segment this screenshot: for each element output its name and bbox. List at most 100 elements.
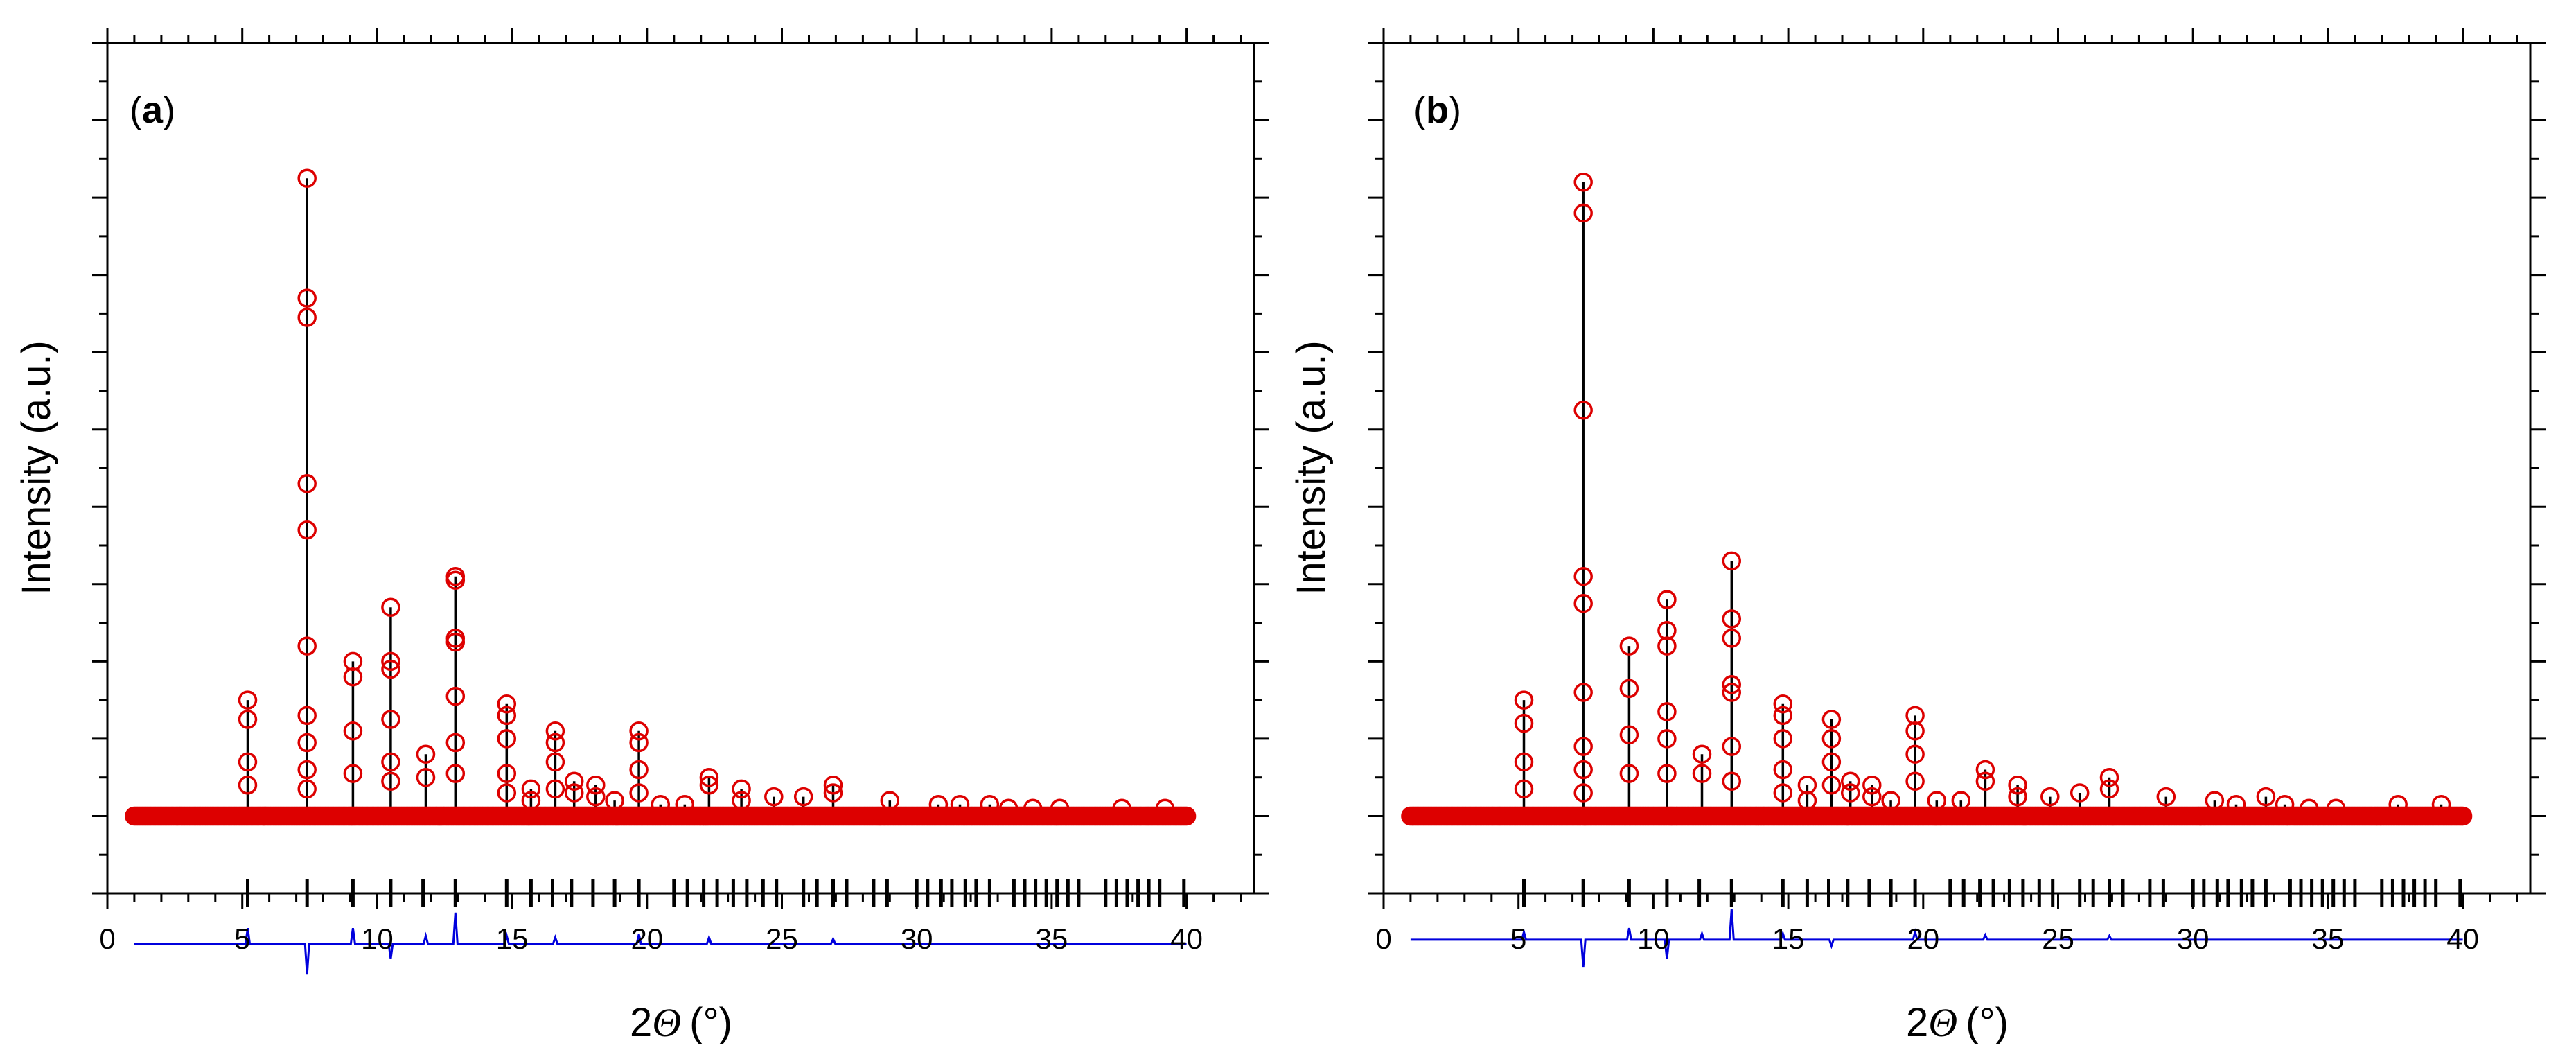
panel-a-observed-point	[297, 308, 317, 327]
panel-b-observed-point	[1514, 752, 1534, 772]
panel-b-observed-point	[1881, 791, 1900, 810]
panel-a-observed-point	[732, 779, 751, 799]
panel-a-observed-point	[297, 779, 317, 799]
panel-a-observed-point	[1155, 798, 1175, 819]
panel-b-observed-point	[1797, 791, 1817, 810]
panel-a-observed-point	[343, 721, 363, 741]
panel-a-observed-point	[445, 733, 466, 753]
panel-b-observed-point	[1573, 566, 1593, 586]
panel-a-y-axis-label: Intensity (a.u.)	[14, 340, 59, 595]
panel-a-observed-point	[629, 721, 649, 741]
panel-a-observed-point	[564, 771, 584, 791]
panel-b-observed-point	[2040, 787, 2060, 807]
panel-a-observed-point	[545, 733, 565, 753]
panel-b-observed-point	[1951, 791, 1971, 810]
panel-a-observed-point	[297, 288, 317, 308]
panel-a-observed-point	[238, 776, 258, 795]
panel-a-observed-point	[629, 783, 649, 803]
panel-a-difference-curve	[134, 912, 1187, 975]
panel-b-observed-point	[2256, 787, 2276, 807]
panel-b-observed-point	[2275, 794, 2295, 814]
panel-a-observed-point	[980, 794, 1000, 814]
panel-b-x-tick-label: 15	[1772, 922, 1805, 955]
panel-a-observed-point	[381, 659, 400, 679]
panel-a-observed-point	[381, 651, 400, 672]
panel-b-observed-point	[1619, 764, 1639, 783]
panel-a: 0 5 10 15 20 25 30 35 40 (a) Intensity (a.u.) 2Θ…	[14, 28, 1269, 1045]
panel-b-observed-point	[1840, 771, 1860, 791]
panel-a-axes-layer: 0 5 10 15 20 25 30 35 40	[92, 28, 1269, 955]
panel-b-observed-point	[2326, 798, 2346, 819]
panel-a-observed-point	[545, 721, 565, 741]
panel-a-observed-point	[445, 764, 466, 783]
panel-b-plot-layer	[1401, 173, 2473, 968]
panel-a-observed-point	[699, 767, 719, 787]
panel-a-x-tick-label: 20	[630, 922, 663, 955]
panel-a-x-axis-label: 2Θ (°)	[630, 1000, 732, 1045]
panel-a-observed-point	[238, 752, 258, 772]
panel-b-observed-point	[1905, 744, 1925, 764]
panel-b-observed-point	[1905, 721, 1925, 741]
panel-a-x-tick-label: 10	[361, 922, 394, 955]
panel-b-observed-point	[1773, 694, 1793, 714]
panel-a-observed-point	[297, 520, 317, 540]
panel-a-x-tick-label: 0	[99, 922, 115, 955]
panel-b-observed-point	[1722, 675, 1742, 694]
panel-a-observed-point	[732, 791, 751, 810]
panel-b-observed-point	[1573, 683, 1593, 702]
panel-b-x-tick-label: 30	[2177, 922, 2209, 955]
panel-a-observed-point	[297, 760, 317, 780]
panel-a-observed-point	[793, 787, 813, 807]
panel-a-observed-point	[605, 791, 624, 810]
panel-a-observed-point	[545, 779, 565, 799]
panel-a-observed-point	[297, 733, 317, 753]
panel-a-observed-point	[343, 764, 363, 783]
panel-b-observed-point	[1573, 173, 1593, 192]
panel-b-x-tick-label: 25	[2042, 922, 2074, 955]
panel-a-observed-point	[1023, 798, 1043, 819]
panel-a-observed-point	[297, 168, 317, 188]
panel-b-observed-point	[1773, 760, 1793, 780]
panel-b-observed-point	[2008, 776, 2027, 795]
panel-a-observed-point	[381, 597, 400, 618]
panel-b-observed-point	[1773, 729, 1793, 749]
panel-b-observed-point	[2226, 794, 2246, 814]
panel-a-observed-point	[823, 783, 843, 803]
panel-b-x-tick-label: 10	[1637, 922, 1670, 955]
panel-b-observed-point	[1573, 593, 1593, 613]
panel-a-observed-point	[823, 776, 843, 795]
panel-b-observed-point	[1573, 401, 1593, 420]
panel-b-observed-point	[1821, 752, 1842, 772]
panel-a-observed-point	[564, 783, 584, 803]
panel-a-observed-point	[629, 760, 649, 780]
panel-a-observed-point	[416, 767, 436, 787]
panel-a-observed-point	[1176, 806, 1197, 826]
panel-b-observed-point	[1840, 783, 1860, 803]
panel-b-observed-point	[1514, 690, 1534, 710]
panel-b-observed-point	[1905, 771, 1925, 791]
panel-b-x-tick-label: 40	[2446, 922, 2479, 955]
panel-b-observed-point	[1573, 783, 1593, 803]
panel-a-observed-point	[497, 694, 517, 714]
panel-b-observed-point	[1573, 203, 1593, 223]
panel-a-observed-point	[880, 791, 900, 810]
panel-b-observed-point	[1773, 706, 1793, 726]
panel-a-observed-point	[381, 771, 400, 791]
panel-a-observed-point	[343, 667, 363, 687]
panel-b-observed-point	[1514, 779, 1534, 799]
panel-b-observed-point	[2099, 767, 2119, 787]
panel-b-x-tick-label: 5	[1510, 922, 1526, 955]
panel-b-x-tick-label: 20	[1907, 922, 1939, 955]
panel-b-observed-point	[1619, 679, 1639, 699]
panel-b-observed-point	[1722, 629, 1742, 648]
panel-a-observed-point	[445, 570, 466, 590]
panel-a-observed-point	[586, 776, 606, 795]
panel-a-plot-layer	[125, 168, 1197, 975]
panel-a-observed-point	[651, 794, 671, 814]
panel-b-observed-point	[1657, 702, 1677, 721]
panel-a-observed-point	[950, 794, 970, 814]
panel-b-observed-point	[1692, 744, 1712, 764]
panel-b-axes-layer: 0 5 10 15 20 25 30 35 40	[1368, 28, 2546, 955]
panel-b-observed-point	[1514, 713, 1534, 733]
